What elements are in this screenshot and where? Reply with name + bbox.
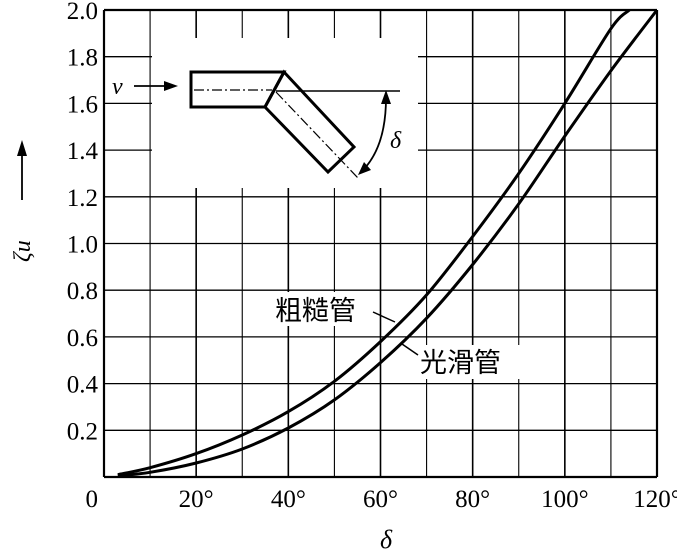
y-tick-label: 0.2 bbox=[67, 418, 98, 445]
x-tick-label: 0 bbox=[86, 486, 99, 513]
y-tick-label: 1.6 bbox=[67, 91, 98, 118]
x-tick-label: 60° bbox=[363, 486, 398, 513]
angle-arrow-top bbox=[381, 90, 391, 104]
smooth-label-bg bbox=[418, 345, 522, 379]
smooth-pipe-label: 光滑管 bbox=[420, 348, 501, 378]
y-tick-label: 1.4 bbox=[67, 138, 99, 165]
velocity-arrow-head bbox=[164, 81, 178, 91]
inset-background bbox=[152, 38, 418, 188]
tick-labels: 0 20° 40° 60° 80° 100° 120° 0.2 0.4 0.6 0.8 1.0 1.2 1… bbox=[67, 0, 677, 513]
smooth-leader bbox=[401, 343, 419, 356]
angle-label: δ bbox=[390, 128, 402, 154]
angle-arc bbox=[363, 97, 387, 170]
bend-schematic: v δ bbox=[112, 69, 402, 179]
rough-pipe-label: 粗糙管 bbox=[275, 296, 356, 326]
x-tick-label: 100° bbox=[541, 486, 589, 513]
curves bbox=[117, 8, 659, 478]
y-axis-label-group: ζu bbox=[10, 140, 36, 262]
y-tick-label: 2.0 bbox=[67, 0, 98, 25]
rough-leader bbox=[372, 311, 396, 323]
x-axis-label: δ bbox=[380, 525, 393, 552]
x-tick-label: 80° bbox=[455, 486, 490, 513]
y-tick-label: 1.2 bbox=[67, 185, 98, 212]
x-tick-label: 40° bbox=[271, 486, 306, 513]
bent-pipe bbox=[263, 69, 357, 175]
rough-pipe-curve bbox=[117, 8, 631, 477]
y-tick-label: 0.8 bbox=[67, 278, 98, 305]
y-tick-label: 0.6 bbox=[67, 325, 98, 352]
x-tick-label: 20° bbox=[179, 486, 214, 513]
y-tick-label: 1.0 bbox=[67, 232, 98, 259]
rough-label-bg bbox=[273, 292, 373, 326]
y-axis-label: ζu bbox=[10, 240, 36, 262]
x-tick-label: 120° bbox=[633, 486, 677, 513]
velocity-label: v bbox=[112, 74, 123, 100]
y-tick-label: 1.8 bbox=[67, 45, 98, 72]
smooth-pipe-curve bbox=[117, 9, 659, 478]
bend-centerline bbox=[275, 91, 359, 179]
y-axis-arrow-head bbox=[17, 140, 27, 156]
y-tick-label: 0.4 bbox=[67, 372, 99, 399]
angle-arrow-bottom bbox=[358, 162, 371, 175]
